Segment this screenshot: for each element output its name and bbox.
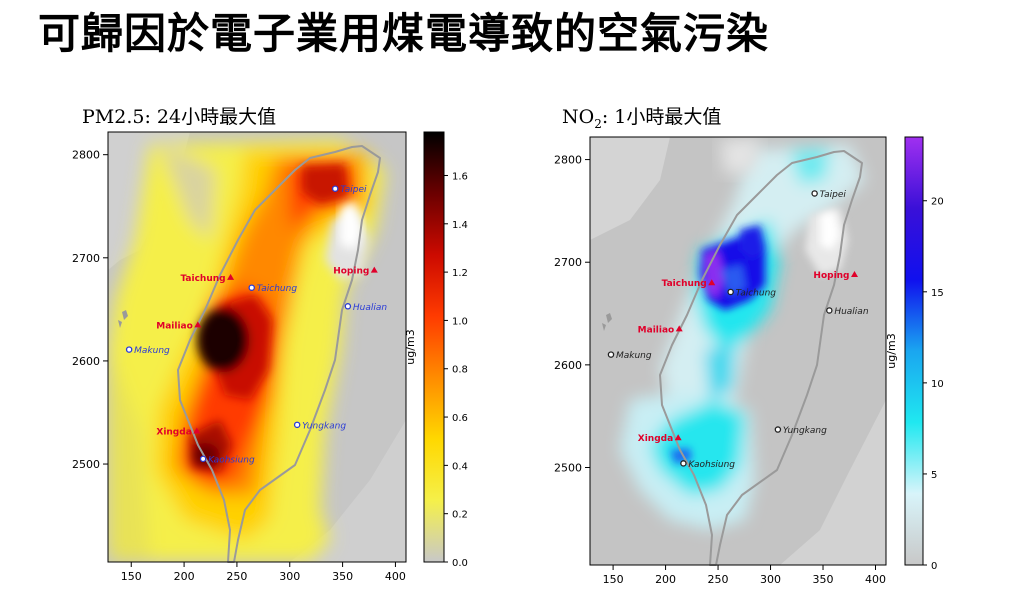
power-plant-label: Hoping [813,271,849,281]
city-marker-icon [811,190,818,197]
city-label: Kaohsiung [688,460,735,470]
power-plant-label: Taichung [662,279,707,289]
x-tick-label: 200 [174,570,195,583]
city-label: Kaohsiung [208,455,255,465]
page-title: 可歸因於電子業用煤電導致的空氣污染 [38,9,770,58]
city-label: Yungkang [302,421,346,431]
no2-plot-area [590,137,886,565]
no2-map-panel: NO2: 1小時最大值 [520,100,1010,593]
power-plant-label: Xingda [638,434,673,444]
y-tick-label: 2500 [554,461,582,474]
city-marker-icon [248,284,255,291]
no2-map-frame [589,136,887,566]
city-marker-icon [344,303,352,310]
city-marker-icon [331,185,339,192]
power-plant-triangle-icon [851,271,859,278]
pm25-concentration-map: 150 200 250 300 350 400 2500 2600 2700 2800 Taipe… [72,131,468,583]
city-label: Hualian [834,307,869,317]
power-plant-label: Mailiao [638,325,675,335]
no2-map-title: NO2: 1小時最大值 [562,106,722,131]
y-tick-label: 2700 [554,256,582,269]
power-plant-triangle-icon [708,279,716,286]
colorbar-scale [904,136,924,566]
x-tick-label: 150 [121,570,142,583]
x-tick-label: 300 [760,573,781,586]
y-tick-label: 2500 [72,458,100,471]
city-label: Taipei [820,190,847,200]
colorbar-tick-label: 0.6 [452,413,468,424]
city-marker-icon [293,421,301,429]
power-plant-label: Xingda [156,428,191,438]
power-plant-triangle-icon [674,434,682,441]
power-plant-label: Mailiao [156,321,193,331]
no2-site-labels: Taipei Taichung Hualian Makung Yungkang Kaohs… [607,190,869,470]
x-tick-label: 350 [813,573,834,586]
city-label: Taipei [340,185,367,195]
y-tick-label: 2600 [554,359,582,372]
colorbar-tick-label: 0.4 [452,461,468,472]
colorbar-tick-label: 1.0 [452,316,468,327]
city-marker-icon [774,426,782,433]
pm25-plot-area [108,132,406,562]
colorbar-scale [423,131,445,563]
city-marker-icon [199,455,207,463]
x-tick-label: 250 [708,573,729,586]
colorbar-tick-label: 1.2 [452,268,468,279]
colorbar-tick-label: 15 [931,288,944,299]
pm25-map-frame [107,131,407,563]
city-label: Taichung [736,288,777,298]
city-label: Yungkang [783,426,827,436]
city-marker-icon [826,307,833,314]
colorbar-tick-label: 1.6 [452,171,468,182]
colorbar-unit-label: ug/m3 [885,333,898,368]
colorbar-unit-label: ug/m3 [404,329,417,364]
colorbar-tick-label: 0.2 [452,510,468,521]
colorbar-tick-label: 10 [931,379,944,390]
pm25-colorbar: 0.0 0.2 0.4 0.6 0.8 1.0 1.2 1.4 1.6 ug/m3 [404,131,468,569]
power-plant-triangle-icon [227,273,235,280]
y-tick-label: 2700 [72,252,100,265]
y-tick-label: 2800 [554,154,582,167]
pm25-axes: 150 200 250 300 350 400 2500 2600 2700 2800 [72,149,406,583]
city-marker-icon [680,460,687,467]
colorbar-tick-label: 1.4 [452,220,468,231]
city-marker-icon [727,288,734,296]
no2-axes: 150 200 250 300 350 400 2500 2600 2700 2800 [554,154,886,586]
x-tick-label: 150 [603,573,624,586]
pm25-map-panel: PM2.5: 24小時最大值 [40,100,530,593]
power-plant-triangle-icon [370,266,378,273]
y-tick-label: 2800 [72,149,100,162]
x-tick-label: 400 [385,570,406,583]
colorbar-tick-label: 0.0 [452,558,468,569]
power-plant-triangle-icon [675,325,683,332]
city-marker-icon [125,346,133,353]
y-tick-label: 2600 [72,355,100,368]
power-plant-triangle-icon [194,321,202,328]
power-plant-label: Hoping [333,267,369,277]
pm25-site-labels: Taipei Taichung Hualian Makung Yungkang Kaohs… [125,185,388,465]
city-marker-icon [607,351,615,358]
x-tick-label: 200 [655,573,676,586]
x-tick-label: 250 [226,570,247,583]
colorbar-tick-label: 0.8 [452,365,468,376]
x-tick-label: 400 [865,573,886,586]
colorbar-tick-label: 0 [931,561,937,572]
city-label: Makung [134,346,170,356]
no2-colorbar: 0 5 10 15 20 ug/m3 [885,136,944,572]
power-plant-triangle-icon [193,427,201,434]
x-tick-label: 300 [279,570,300,583]
city-label: Hualian [353,303,388,313]
pm25-map-title: PM2.5: 24小時最大值 [82,106,277,128]
x-tick-label: 350 [332,570,353,583]
power-plant-label: Taichung [180,274,225,284]
city-label: Taichung [257,284,298,294]
colorbar-tick-label: 5 [931,470,937,481]
city-label: Makung [616,351,652,361]
colorbar-tick-label: 20 [931,197,944,208]
